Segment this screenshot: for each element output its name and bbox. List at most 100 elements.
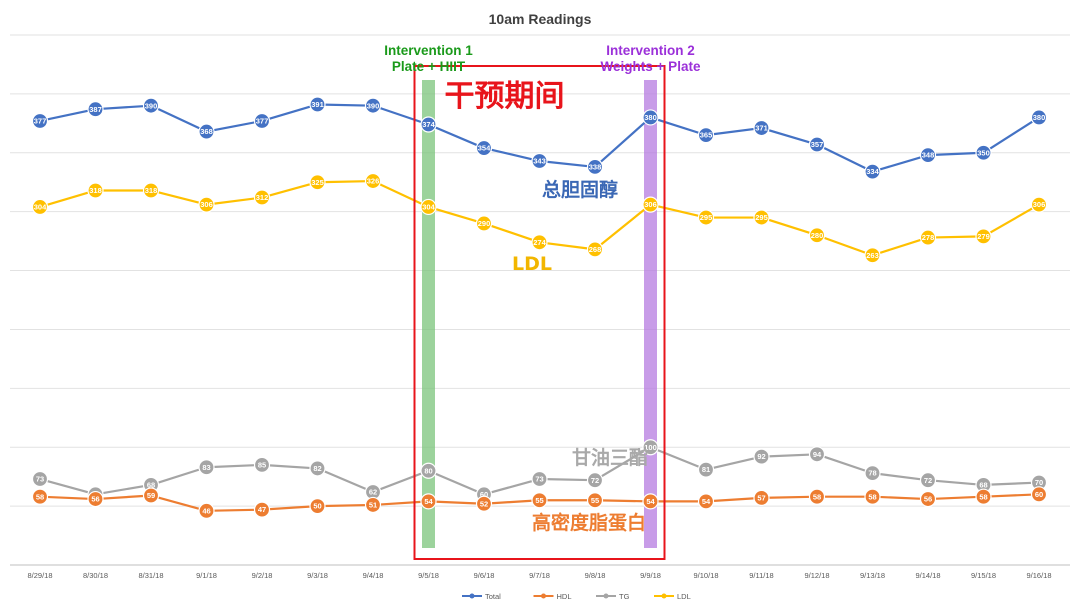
data-point: [586, 241, 604, 258]
data-label: 306: [1033, 200, 1046, 209]
data-label: 55: [591, 496, 599, 505]
legend-label: TG: [619, 592, 630, 601]
data-point: [309, 498, 326, 515]
legend-swatch-marker: [661, 593, 667, 599]
data-label: 371: [755, 124, 768, 133]
data-point: [420, 493, 437, 510]
data-label: 390: [367, 101, 380, 110]
intervention2-title: Intervention 2: [606, 43, 695, 58]
series-label-hdl: 高密度脂蛋白: [532, 511, 646, 534]
data-label: 365: [700, 131, 713, 140]
data-label: 377: [256, 117, 269, 126]
data-point: [31, 470, 49, 488]
data-label: 57: [757, 493, 765, 502]
x-tick-label: 9/5/18: [418, 571, 439, 580]
data-label: 54: [702, 497, 711, 506]
x-tick-label: 8/29/18: [27, 571, 52, 580]
data-point: [475, 495, 493, 512]
data-label: 62: [369, 488, 377, 497]
data-label: 312: [256, 193, 269, 202]
x-axis: 8/29/18 8/30/18 8/31/18 9/1/18 9/2/18 9/3/18 9…: [27, 571, 1051, 580]
data-point: [864, 465, 881, 482]
data-label: 368: [200, 127, 213, 136]
data-label: 100: [644, 443, 657, 452]
data-label: 357: [811, 140, 824, 149]
data-point: [808, 136, 826, 153]
data-point: [697, 127, 715, 144]
data-point: [531, 492, 548, 509]
data-label: 58: [868, 492, 876, 501]
data-point: [253, 112, 271, 130]
legend-swatch-marker: [603, 593, 609, 599]
data-point: [364, 172, 382, 190]
data-label: 54: [646, 497, 655, 506]
data-point: [87, 101, 104, 118]
data-point: [1030, 486, 1048, 503]
data-point: [864, 488, 881, 505]
data-label: 58: [36, 492, 44, 501]
data-point: [642, 196, 659, 213]
data-point: [919, 229, 937, 246]
data-label: 380: [1033, 113, 1046, 122]
data-label: 377: [34, 117, 47, 126]
data-label: 343: [533, 157, 546, 166]
data-label: 82: [313, 464, 321, 473]
data-point: [87, 182, 104, 199]
data-point: [364, 97, 382, 114]
data-label: 68: [147, 481, 155, 490]
data-label: 46: [202, 506, 210, 515]
series-total: 377 387 390 368 377 391 390 374 354 343 338 380 365 3…: [31, 96, 1048, 180]
data-label: 58: [813, 492, 821, 501]
data-label: 338: [589, 163, 602, 172]
data-point: [531, 152, 548, 170]
data-point: [31, 488, 49, 505]
series-label-total: 总胆固醇: [542, 178, 618, 201]
data-label: 295: [755, 213, 768, 222]
intervention1-title: Intervention 1: [384, 43, 473, 58]
data-label: 60: [480, 490, 488, 499]
x-tick-label: 9/14/18: [915, 571, 940, 580]
data-point: [642, 493, 659, 510]
data-point: [753, 119, 770, 137]
data-label: 54: [424, 497, 433, 506]
data-label: 354: [478, 144, 491, 153]
data-label: 58: [979, 492, 987, 501]
data-point: [309, 96, 326, 113]
data-label: 73: [535, 475, 543, 484]
data-point: [420, 462, 437, 479]
data-point: [142, 97, 160, 114]
legend-label: HDL: [557, 592, 572, 601]
data-point: [586, 472, 604, 489]
data-point: [586, 492, 604, 509]
series-lines: 377 387 390 368 377 391 390 374 354 343 338 380 365 3…: [31, 96, 1048, 519]
data-label: 72: [924, 476, 932, 485]
data-point: [31, 198, 49, 216]
data-label: 318: [145, 186, 158, 195]
data-label: 55: [535, 496, 543, 505]
data-label: 380: [644, 113, 657, 122]
x-tick-label: 9/2/18: [252, 571, 273, 580]
data-point: [808, 446, 826, 463]
data-point: [919, 147, 937, 164]
x-tick-label: 9/7/18: [529, 571, 550, 580]
data-point: [642, 439, 659, 456]
x-tick-label: 9/13/18: [860, 571, 885, 580]
x-tick-label: 9/4/18: [363, 571, 384, 580]
data-label: 325: [311, 178, 324, 187]
series-label-ldl: LDL: [512, 253, 552, 275]
data-label: 290: [478, 219, 491, 228]
x-tick-label: 9/12/18: [804, 571, 829, 580]
x-tick-label: 9/1/18: [196, 571, 217, 580]
data-point: [142, 182, 160, 199]
data-label: 56: [91, 495, 99, 504]
data-point: [475, 139, 493, 157]
data-label: 391: [311, 100, 324, 109]
data-label: 70: [1035, 478, 1043, 487]
data-point: [309, 460, 326, 477]
chart-title: 10am Readings: [489, 11, 592, 27]
data-point: [697, 461, 715, 478]
data-label: 304: [422, 203, 435, 212]
data-label: 92: [757, 452, 765, 461]
data-label: 318: [89, 186, 102, 195]
